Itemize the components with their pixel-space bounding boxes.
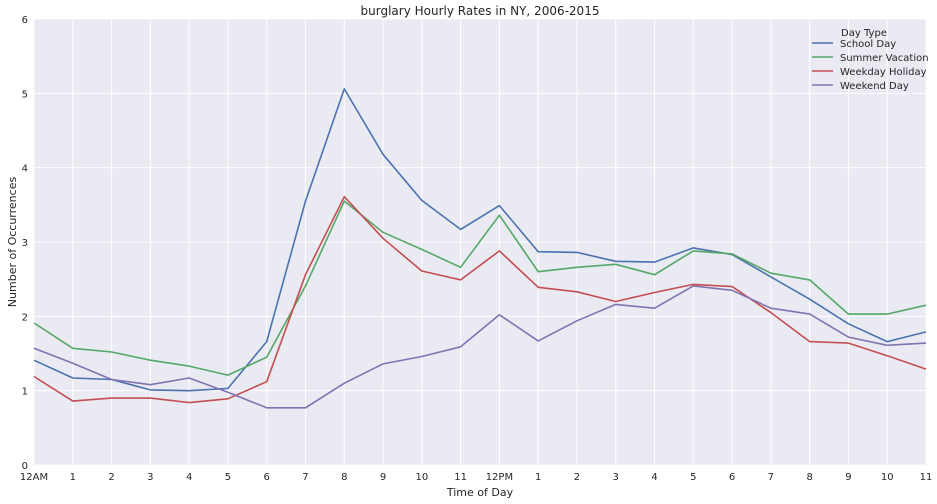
chart-title: burglary Hourly Rates in NY, 2006-2015 — [361, 4, 600, 18]
y-tick-label: 6 — [22, 15, 28, 26]
x-tick-label: 10 — [415, 472, 428, 483]
legend: Day Type School Day Summer Vacation Weekda… — [812, 28, 929, 92]
x-tick-label: 1 — [70, 472, 76, 483]
y-tick-labels: 0 1 2 3 4 5 6 — [22, 15, 28, 472]
y-tick-label: 0 — [22, 461, 28, 472]
x-tick-label: 4 — [186, 472, 192, 483]
series-line-summer-vacation — [33, 200, 927, 376]
series-line-weekday-holiday — [33, 195, 927, 404]
x-tick-label: 7 — [302, 472, 308, 483]
legend-item-label: Weekend Day — [840, 81, 909, 92]
y-tick-label: 2 — [22, 312, 28, 323]
x-tick-label: 12PM — [486, 472, 513, 483]
series-lines — [33, 88, 927, 409]
x-tick-label: 10 — [881, 472, 894, 483]
series-line-school-day — [33, 88, 927, 392]
x-axis-label: Time of Day — [446, 486, 514, 499]
legend-item-label: Weekday Holiday — [840, 67, 927, 78]
x-tick-label: 11 — [920, 472, 933, 483]
y-tick-label: 5 — [22, 89, 28, 100]
x-tick-label: 1 — [535, 472, 541, 483]
x-tick-label: 6 — [264, 472, 270, 483]
x-tick-label: 3 — [613, 472, 619, 483]
x-tick-label: 2 — [108, 472, 114, 483]
legend-item-label: School Day — [840, 39, 896, 50]
x-tick-label: 2 — [574, 472, 580, 483]
x-tick-label: 4 — [651, 472, 657, 483]
x-tick-label: 5 — [690, 472, 696, 483]
y-tick-label: 3 — [22, 238, 28, 249]
x-tick-label: 11 — [454, 472, 467, 483]
x-tick-labels: 12AM 1 2 3 4 5 6 7 8 9 10 11 12PM 1 2 3 4 5 6 7 8 9 10 11 — [20, 472, 932, 483]
x-tick-label: 12AM — [20, 472, 48, 483]
y-tick-label: 1 — [22, 387, 28, 398]
x-tick-label: 5 — [225, 472, 231, 483]
x-tick-label: 9 — [380, 472, 386, 483]
x-tick-label: 7 — [768, 472, 774, 483]
legend-title: Day Type — [841, 28, 887, 39]
x-tick-label: 3 — [147, 472, 153, 483]
y-axis-label: Number of Occurrences — [6, 177, 19, 308]
x-tick-label: 8 — [341, 472, 347, 483]
y-tick-label: 4 — [22, 164, 28, 175]
series-line-weekend-day — [33, 285, 927, 409]
x-tick-label: 9 — [845, 472, 851, 483]
x-tick-label: 6 — [729, 472, 735, 483]
legend-item-label: Summer Vacation — [840, 53, 929, 64]
x-tick-label: 8 — [806, 472, 812, 483]
